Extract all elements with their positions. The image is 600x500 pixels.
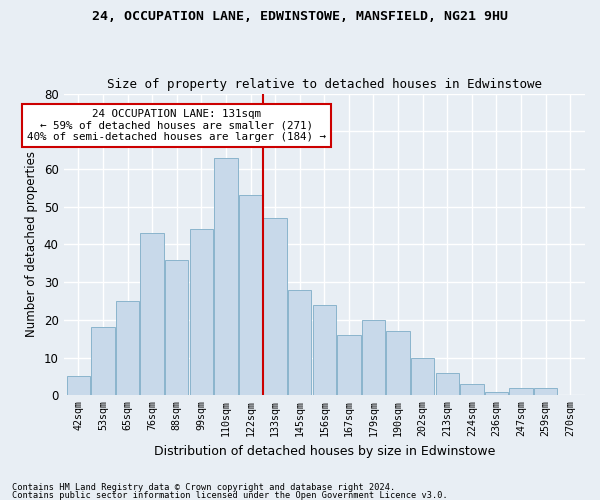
Text: Contains HM Land Registry data © Crown copyright and database right 2024.: Contains HM Land Registry data © Crown c…	[12, 484, 395, 492]
Bar	[165, 260, 188, 396]
Bar	[190, 230, 213, 396]
Bar	[67, 376, 90, 396]
Text: Contains public sector information licensed under the Open Government Licence v3: Contains public sector information licen…	[12, 490, 448, 500]
Bar	[91, 328, 115, 396]
Bar	[116, 301, 139, 396]
Bar	[239, 196, 262, 396]
Bar	[534, 388, 557, 396]
Bar	[460, 384, 484, 396]
Bar	[263, 218, 287, 396]
Title: Size of property relative to detached houses in Edwinstowe: Size of property relative to detached ho…	[107, 78, 542, 91]
Text: 24, OCCUPATION LANE, EDWINSTOWE, MANSFIELD, NG21 9HU: 24, OCCUPATION LANE, EDWINSTOWE, MANSFIE…	[92, 10, 508, 23]
Bar	[313, 305, 336, 396]
Bar	[386, 331, 410, 396]
Bar	[411, 358, 434, 396]
Bar	[436, 372, 459, 396]
Text: 24 OCCUPATION LANE: 131sqm
← 59% of detached houses are smaller (271)
40% of sem: 24 OCCUPATION LANE: 131sqm ← 59% of deta…	[27, 108, 326, 142]
Bar	[509, 388, 533, 396]
X-axis label: Distribution of detached houses by size in Edwinstowe: Distribution of detached houses by size …	[154, 444, 495, 458]
Bar	[485, 392, 508, 396]
Bar	[337, 335, 361, 396]
Bar	[362, 320, 385, 396]
Bar	[288, 290, 311, 396]
Bar	[214, 158, 238, 396]
Bar	[140, 233, 164, 396]
Y-axis label: Number of detached properties: Number of detached properties	[25, 152, 38, 338]
